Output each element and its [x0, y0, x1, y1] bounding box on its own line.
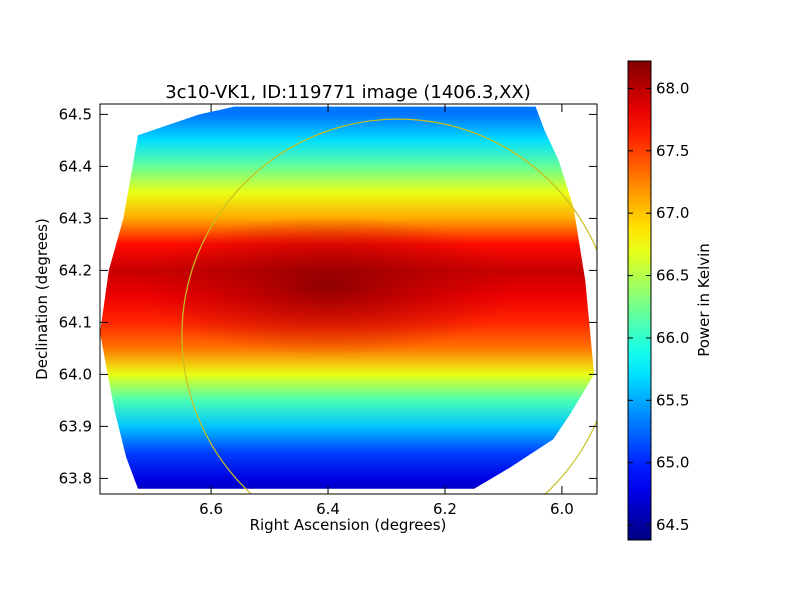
- colorbar-label: Power in Kelvin: [695, 243, 713, 357]
- plot-area: [100, 106, 597, 494]
- x-tick-label: 6.6: [199, 500, 223, 518]
- beam-circle: [181, 118, 597, 494]
- colorbar: 64.5 65.0 65.5 66.0 66.5 67.0 67.5 68.0 Power i…: [627, 60, 713, 541]
- x-axis-label: Right Ascension (degrees): [250, 516, 447, 534]
- x-axis: 6.6 6.4 6.2 6.0: [199, 104, 574, 518]
- colorbar-tick-label: 66.5: [656, 267, 689, 285]
- colorbar-tick-label: 65.0: [656, 454, 689, 472]
- emission-peak: [138, 215, 519, 356]
- colorbar-gradient: [627, 60, 652, 541]
- colorbar-tick-label: 68.0: [656, 79, 689, 97]
- x-tick-label: 6.4: [316, 500, 340, 518]
- y-tick-label: 64.1: [59, 313, 92, 331]
- colorbar-tick-label: 67.5: [656, 142, 689, 160]
- y-axis: 63.8 63.9 64.0 64.1 64.2 64.3 64.4 64.5: [59, 105, 597, 487]
- y-tick-label: 63.9: [59, 417, 92, 435]
- colorbar-tick-label: 65.5: [656, 391, 689, 409]
- colorbar-ticks: 64.5 65.0 65.5 66.0 66.5 67.0 67.5 68.0: [628, 79, 689, 534]
- colorbar-tick-label: 66.0: [656, 329, 689, 347]
- y-tick-label: 64.3: [59, 209, 92, 227]
- colorbar-tick-label: 64.5: [656, 516, 689, 534]
- y-tick-label: 64.2: [59, 261, 92, 279]
- x-tick-label: 6.2: [433, 500, 457, 518]
- y-tick-label: 64.0: [59, 365, 92, 383]
- colorbar-tick-label: 67.0: [656, 204, 689, 222]
- y-tick-label: 64.5: [59, 105, 92, 123]
- y-tick-label: 64.4: [59, 157, 92, 175]
- y-tick-label: 63.8: [59, 469, 92, 487]
- x-tick-label: 6.0: [550, 500, 574, 518]
- plot-frame: [99, 103, 598, 495]
- chart-title: 3c10-VK1, ID:119771 image (1406.3,XX): [165, 82, 531, 103]
- y-axis-label: Declination (degrees): [33, 218, 51, 380]
